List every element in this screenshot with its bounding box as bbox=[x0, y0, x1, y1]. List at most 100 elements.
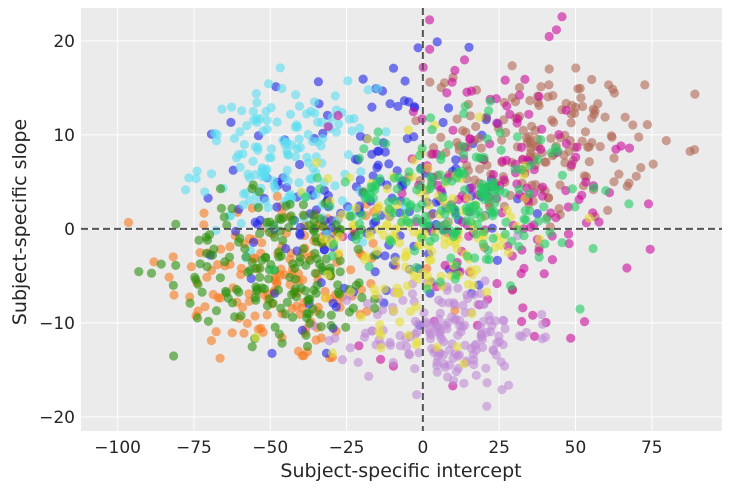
x-tick-label: −50 bbox=[252, 438, 288, 458]
reference-lines bbox=[81, 8, 722, 431]
data-point bbox=[284, 222, 294, 232]
data-point bbox=[532, 209, 543, 219]
data-point bbox=[458, 141, 468, 151]
data-point bbox=[194, 235, 204, 245]
data-point bbox=[369, 284, 379, 294]
data-point bbox=[412, 390, 422, 400]
data-point bbox=[372, 146, 383, 156]
series-6 bbox=[309, 231, 551, 411]
data-point bbox=[201, 248, 212, 258]
data-point bbox=[344, 204, 355, 214]
data-point bbox=[282, 297, 292, 307]
data-point bbox=[458, 300, 468, 311]
data-point bbox=[513, 114, 523, 124]
data-point bbox=[484, 106, 494, 116]
data-point bbox=[216, 244, 226, 254]
data-point bbox=[243, 267, 253, 277]
data-point bbox=[193, 279, 203, 289]
data-point bbox=[312, 173, 322, 183]
data-point bbox=[381, 127, 391, 137]
data-point bbox=[600, 112, 610, 122]
data-point bbox=[577, 136, 587, 146]
data-point bbox=[335, 232, 345, 242]
data-point bbox=[361, 252, 371, 262]
data-point bbox=[590, 106, 600, 116]
data-point bbox=[371, 136, 381, 146]
data-point bbox=[603, 205, 613, 215]
data-point bbox=[581, 177, 591, 187]
data-point bbox=[595, 141, 605, 152]
data-point bbox=[593, 99, 603, 109]
data-point bbox=[359, 332, 370, 342]
data-point bbox=[343, 76, 353, 86]
data-point bbox=[488, 208, 498, 218]
data-point bbox=[567, 160, 577, 170]
data-point bbox=[505, 109, 515, 119]
data-point bbox=[216, 203, 226, 213]
data-point bbox=[211, 327, 221, 337]
data-point bbox=[251, 282, 261, 292]
data-point bbox=[513, 225, 523, 235]
data-point bbox=[496, 357, 506, 367]
data-point bbox=[411, 262, 421, 273]
data-point bbox=[262, 115, 272, 125]
data-point bbox=[416, 181, 426, 191]
data-point bbox=[452, 342, 462, 352]
data-point bbox=[328, 298, 338, 308]
data-points bbox=[123, 12, 700, 411]
data-point bbox=[446, 253, 456, 263]
data-point bbox=[274, 213, 284, 224]
data-point bbox=[448, 375, 459, 386]
data-point bbox=[451, 270, 461, 280]
data-point bbox=[620, 112, 630, 122]
data-point bbox=[438, 192, 448, 202]
data-point bbox=[517, 316, 527, 327]
data-point bbox=[498, 315, 508, 325]
data-point bbox=[313, 117, 323, 127]
data-point bbox=[370, 303, 380, 313]
data-point bbox=[294, 101, 305, 111]
data-point bbox=[417, 232, 427, 243]
data-point bbox=[423, 163, 433, 173]
data-point bbox=[365, 231, 375, 241]
data-point bbox=[514, 90, 525, 100]
data-point bbox=[557, 170, 568, 180]
data-point bbox=[578, 101, 588, 112]
data-point bbox=[385, 235, 395, 245]
data-point bbox=[450, 204, 460, 214]
data-point bbox=[373, 160, 383, 170]
data-point bbox=[690, 89, 700, 99]
data-point bbox=[466, 265, 476, 275]
data-point bbox=[425, 44, 435, 54]
data-point bbox=[215, 273, 225, 283]
data-point bbox=[579, 317, 590, 327]
data-point bbox=[492, 255, 502, 265]
data-point bbox=[471, 121, 481, 132]
data-point bbox=[123, 217, 134, 228]
data-point bbox=[202, 262, 212, 272]
data-point bbox=[341, 322, 351, 332]
data-point bbox=[268, 176, 279, 186]
data-point bbox=[302, 313, 312, 323]
data-point bbox=[200, 187, 210, 197]
data-point bbox=[219, 212, 229, 222]
data-point bbox=[410, 364, 420, 374]
data-point bbox=[606, 131, 617, 141]
data-point bbox=[537, 124, 547, 134]
data-point bbox=[538, 319, 548, 329]
data-point bbox=[312, 280, 322, 290]
data-point bbox=[469, 201, 479, 211]
data-point bbox=[379, 284, 389, 294]
data-point bbox=[298, 244, 308, 254]
data-point bbox=[463, 193, 473, 203]
data-point bbox=[495, 185, 505, 195]
data-point bbox=[601, 186, 611, 196]
data-point bbox=[335, 256, 345, 266]
data-point bbox=[252, 98, 262, 108]
data-point bbox=[281, 243, 291, 254]
data-point bbox=[320, 293, 331, 303]
data-point bbox=[432, 322, 442, 332]
data-point bbox=[185, 298, 195, 308]
data-point bbox=[146, 268, 157, 278]
data-point bbox=[410, 246, 420, 256]
